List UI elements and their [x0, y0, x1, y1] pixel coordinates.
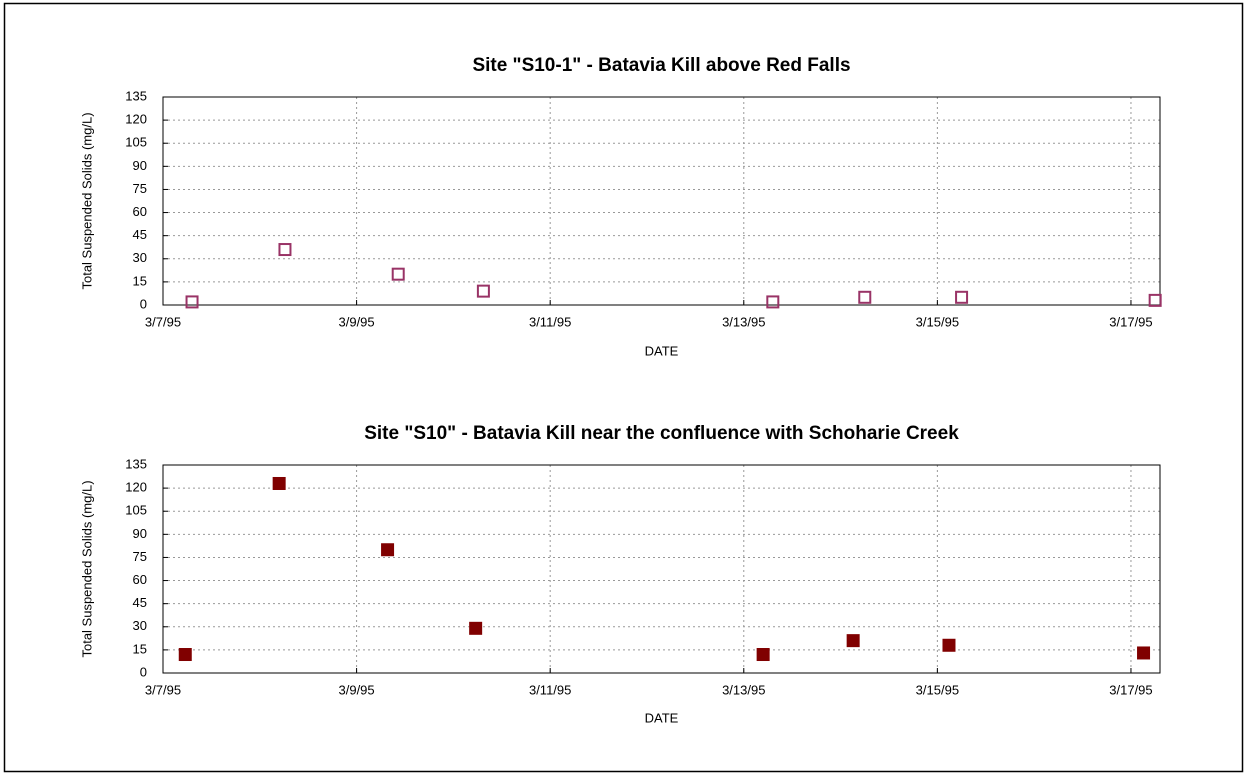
- y-tick-label: 30: [133, 250, 147, 265]
- x-tick-label: 3/11/95: [529, 682, 571, 697]
- y-tick-label: 60: [133, 204, 147, 219]
- y-tick-label: 75: [133, 549, 147, 564]
- y-tick-label: 30: [133, 618, 147, 633]
- x-tick-label: 3/9/95: [339, 314, 375, 329]
- data-point: [469, 621, 483, 635]
- x-tick-label: 3/11/95: [529, 314, 571, 329]
- chart-title: Site "S10" - Batavia Kill near the confl…: [364, 423, 959, 444]
- y-tick-label: 105: [125, 135, 147, 150]
- y-tick-label: 135: [125, 456, 147, 471]
- data-point: [1137, 646, 1151, 660]
- plot-frame: [162, 464, 1161, 674]
- y-tick-label: 135: [125, 88, 147, 103]
- data-point: [955, 290, 969, 304]
- chart-title: Site "S10-1" - Batavia Kill above Red Fa…: [472, 55, 850, 76]
- x-tick-label: 3/15/95: [916, 682, 959, 697]
- y-tick-label: 120: [125, 480, 147, 495]
- data-point: [278, 243, 292, 257]
- data-point: [272, 476, 286, 490]
- x-axis-label: DATE: [645, 710, 679, 725]
- y-tick-label: 15: [133, 273, 147, 288]
- data-point: [942, 638, 956, 652]
- x-tick-label: 3/13/95: [722, 314, 765, 329]
- x-tick-label: 3/9/95: [339, 682, 375, 697]
- x-tick-label: 3/7/95: [145, 314, 181, 329]
- data-point: [178, 648, 192, 662]
- y-axis-label: Total Suspended Solids (mg/L): [79, 480, 94, 657]
- data-point: [756, 648, 770, 662]
- data-point: [846, 634, 860, 648]
- data-point: [391, 267, 405, 281]
- data-point: [1148, 293, 1162, 307]
- data-point: [476, 284, 490, 298]
- x-tick-label: 3/7/95: [145, 682, 181, 697]
- y-tick-label: 75: [133, 181, 147, 196]
- y-tick-label: 90: [133, 158, 147, 173]
- frame: [3, 2, 1244, 773]
- y-tick-label: 60: [133, 572, 147, 587]
- data-point: [858, 290, 872, 304]
- y-tick-label: 45: [133, 227, 147, 242]
- y-tick-label: 0: [140, 296, 147, 311]
- data-point: [766, 295, 780, 309]
- y-tick-label: 15: [133, 641, 147, 656]
- y-tick-label: 105: [125, 503, 147, 518]
- y-tick-label: 120: [125, 112, 147, 127]
- plot-frame: [162, 96, 1161, 306]
- x-tick-label: 3/17/95: [1109, 314, 1152, 329]
- x-axis-label: DATE: [645, 343, 679, 358]
- x-tick-label: 3/17/95: [1109, 682, 1152, 697]
- y-tick-label: 45: [133, 595, 147, 610]
- y-axis-label: Total Suspended Solids (mg/L): [79, 112, 94, 289]
- x-tick-label: 3/15/95: [916, 314, 959, 329]
- data-point: [185, 295, 199, 309]
- y-tick-label: 0: [140, 664, 147, 679]
- data-point: [381, 543, 395, 557]
- x-tick-label: 3/13/95: [722, 682, 765, 697]
- y-tick-label: 90: [133, 526, 147, 541]
